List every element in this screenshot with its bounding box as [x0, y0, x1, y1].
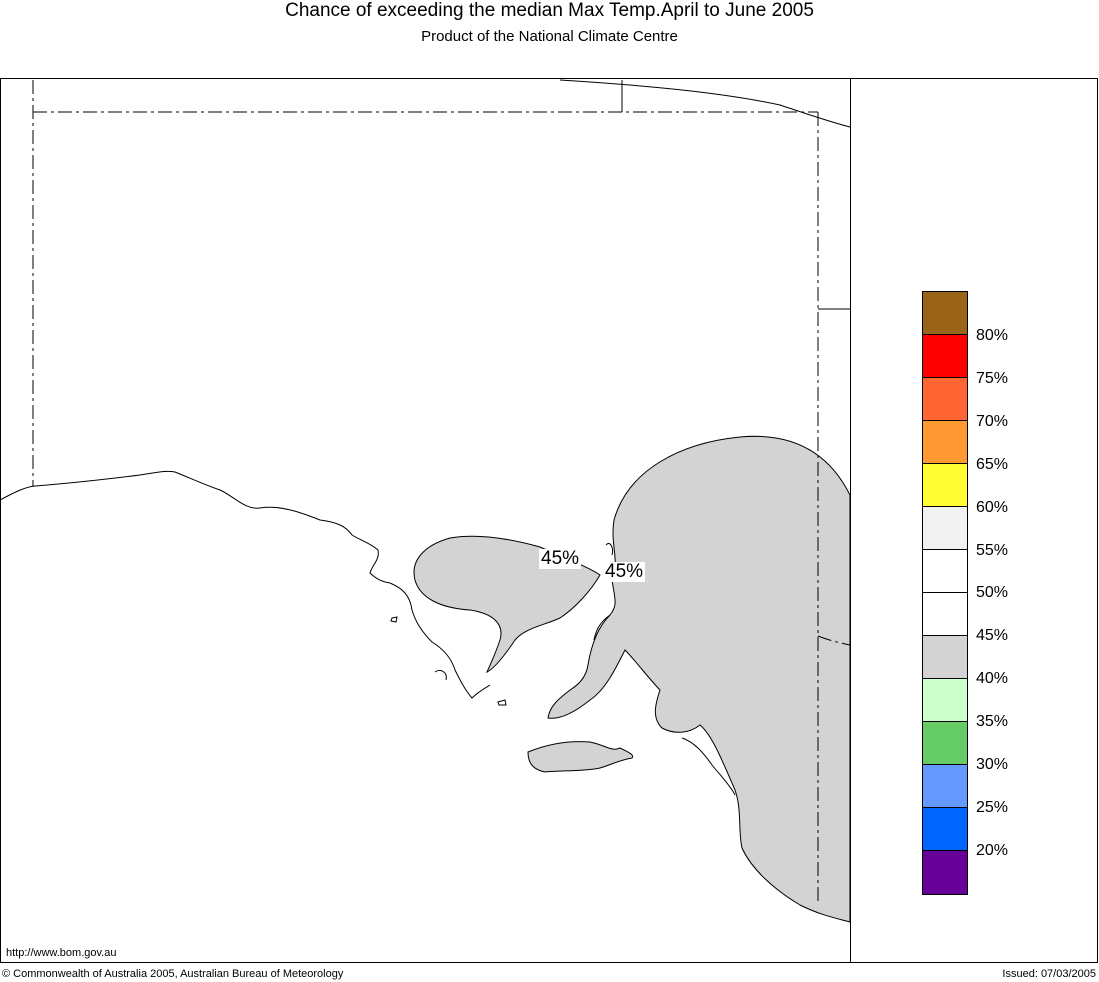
legend-swatch-6 [923, 550, 967, 593]
legend-label: 45% [976, 627, 1009, 644]
legend-label: 55% [976, 542, 1009, 559]
legend-swatch-5 [923, 507, 967, 550]
legend-label: 20% [976, 842, 1009, 859]
legend [922, 291, 968, 895]
footer-issued-date: Issued: 07/03/2005 [1002, 968, 1096, 980]
legend-label: 40% [976, 670, 1009, 687]
map-subtitle: Product of the National Climate Centre [421, 28, 678, 45]
legend-swatch-4 [923, 464, 967, 507]
legend-swatch-3 [923, 421, 967, 464]
coastline [0, 470, 491, 699]
legend-label: 30% [976, 756, 1009, 773]
coastline-southeast [681, 737, 736, 796]
map-title: Chance of exceeding the median Max Temp.… [285, 0, 814, 21]
legend-label: 60% [976, 499, 1009, 516]
coastline-islet [605, 542, 613, 556]
legend-swatch-8 [923, 636, 967, 679]
legend-swatch-2 [923, 378, 967, 421]
legend-swatch-11 [923, 765, 967, 808]
probability-area-east [547, 435, 851, 923]
legend-swatch-12 [923, 808, 967, 851]
coastline-islet-4 [434, 669, 447, 681]
legend-label: 75% [976, 370, 1009, 387]
legend-swatch-7 [923, 593, 967, 636]
legend-label: 25% [976, 799, 1009, 816]
state-border-riverland [817, 635, 851, 646]
probability-area-west [413, 535, 601, 674]
legend-label: 35% [976, 713, 1009, 730]
legend-swatch-1 [923, 335, 967, 378]
footer-url-link[interactable]: http://www.bom.gov.au [6, 947, 117, 959]
legend-swatch-10 [923, 722, 967, 765]
legend-label: 80% [976, 327, 1009, 344]
probability-area-island [527, 741, 634, 773]
coastline-north [559, 79, 851, 128]
legend-swatch-9 [923, 679, 967, 722]
legend-swatch-13 [923, 851, 967, 894]
footer-copyright: © Commonwealth of Australia 2005, Austra… [2, 968, 344, 980]
coastline-islet-3 [390, 616, 398, 623]
map-label-45-east: 45% [603, 561, 646, 582]
legend-label: 65% [976, 456, 1009, 473]
coastline-gulf [593, 614, 611, 641]
map-label-45-west: 45% [539, 548, 582, 569]
map-frame [0, 78, 1098, 963]
coastline-islet-2 [497, 699, 507, 706]
legend-label: 50% [976, 584, 1009, 601]
legend-label: 70% [976, 413, 1009, 430]
legend-swatch-0 [923, 292, 967, 335]
